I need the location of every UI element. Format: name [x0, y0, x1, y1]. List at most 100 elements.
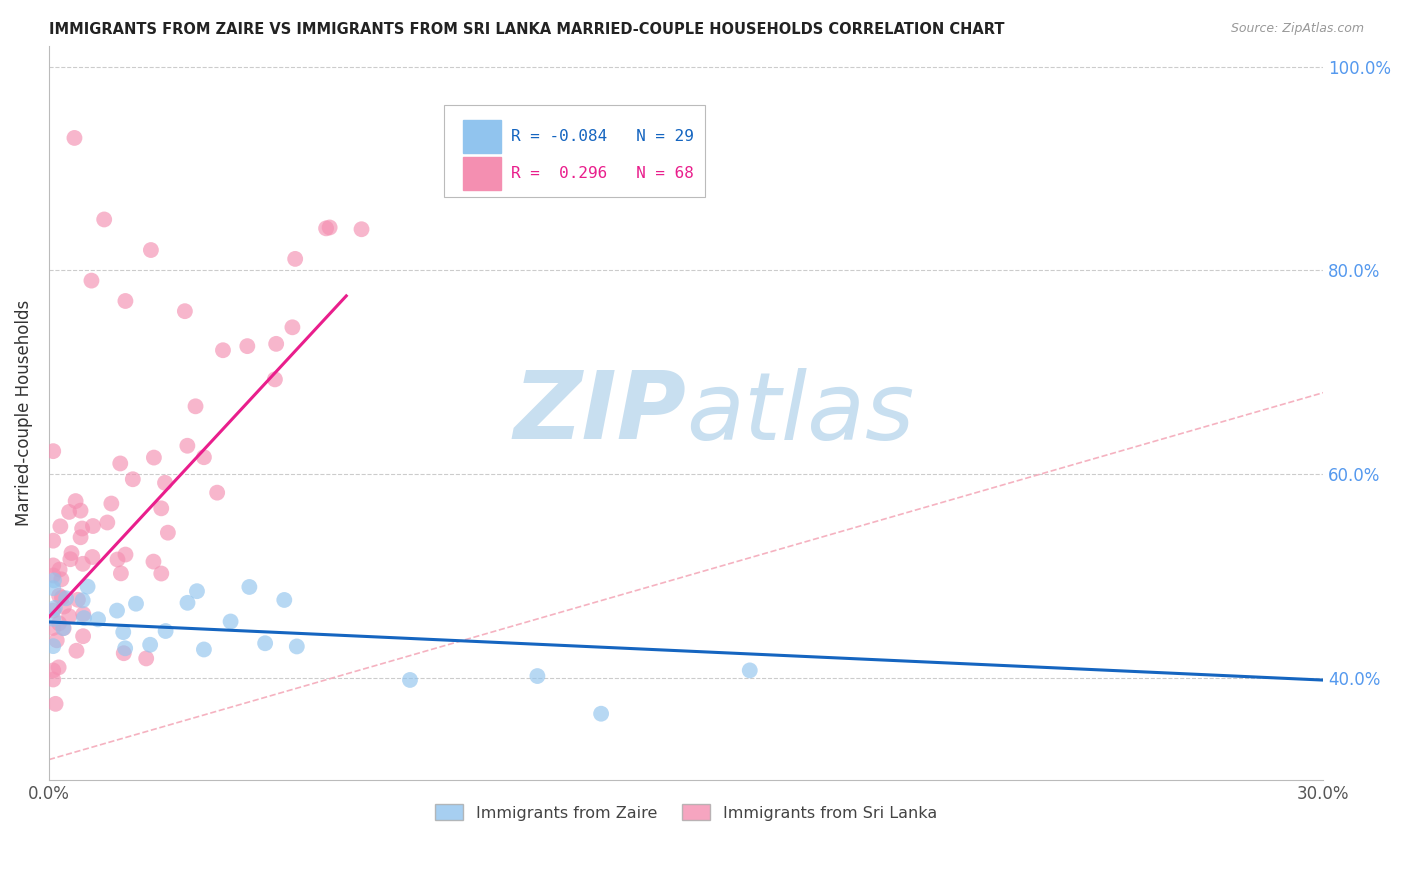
Point [69, 530, 91, 544]
Point [285, 640, 308, 654]
Point [236, 339, 259, 353]
Point [350, 222, 373, 236]
Point [55, 591, 77, 606]
Text: IMMIGRANTS FROM ZAIRE VS IMMIGRANTS FROM SRI LANKA MARRIED-COUPLE HOUSEHOLDS COR: IMMIGRANTS FROM ZAIRE VS IMMIGRANTS FROM… [49, 22, 1005, 37]
Legend: Immigrants from Zaire, Immigrants from Sri Lanka: Immigrants from Zaire, Immigrants from S… [429, 797, 943, 827]
Point [49, 519, 72, 533]
Point [82, 549, 104, 564]
Point [69, 503, 91, 517]
Point [66, 592, 89, 607]
Point [42, 603, 65, 617]
Point [156, 525, 179, 540]
Point [112, 625, 135, 640]
Point [155, 624, 177, 638]
Point [273, 593, 295, 607]
Point [58, 609, 80, 624]
Point [42, 612, 65, 626]
Point [281, 320, 304, 334]
Point [72, 629, 94, 643]
Point [42, 558, 65, 573]
Point [150, 566, 173, 581]
Point [65, 644, 87, 658]
Point [42, 581, 65, 595]
Point [526, 669, 548, 683]
Point [76, 580, 98, 594]
Point [42, 568, 65, 582]
Point [112, 646, 135, 660]
Point [205, 485, 228, 500]
Text: atlas: atlas [686, 368, 914, 458]
Point [51, 572, 73, 586]
Bar [463, 157, 502, 190]
Point [186, 584, 208, 599]
Point [52, 621, 75, 635]
Point [93, 212, 115, 227]
Point [219, 615, 242, 629]
Point [42, 639, 65, 653]
Point [72, 557, 94, 571]
Point [591, 706, 613, 721]
Point [150, 501, 173, 516]
Point [59, 552, 82, 566]
Point [114, 641, 136, 656]
Point [58, 505, 80, 519]
Point [110, 566, 132, 581]
Point [96, 516, 118, 530]
Point [193, 450, 215, 465]
Point [42, 621, 65, 635]
Point [42, 533, 65, 548]
Point [51, 591, 73, 605]
Point [176, 596, 198, 610]
Text: R = -0.084   N = 29: R = -0.084 N = 29 [512, 129, 695, 144]
Point [142, 555, 165, 569]
Point [125, 597, 148, 611]
Point [121, 472, 143, 486]
Point [399, 673, 422, 687]
Point [72, 607, 94, 621]
Point [80, 274, 103, 288]
Point [254, 636, 277, 650]
Point [87, 612, 110, 626]
Point [42, 673, 65, 687]
Y-axis label: Married-couple Households: Married-couple Households [15, 300, 32, 526]
Point [100, 497, 122, 511]
Point [48, 589, 70, 603]
Point [72, 593, 94, 607]
Text: Source: ZipAtlas.com: Source: ZipAtlas.com [1230, 22, 1364, 36]
Point [48, 563, 70, 577]
Point [114, 548, 136, 562]
Point [135, 651, 157, 665]
Point [738, 664, 761, 678]
Point [73, 611, 96, 625]
Point [48, 660, 70, 674]
Point [45, 633, 67, 648]
Point [184, 400, 207, 414]
Bar [463, 120, 502, 153]
Point [63, 131, 86, 145]
Point [42, 664, 65, 678]
Point [70, 521, 93, 535]
Point [139, 638, 162, 652]
Point [315, 221, 337, 235]
Point [110, 457, 132, 471]
Point [114, 293, 136, 308]
Point [284, 252, 307, 266]
Point [53, 599, 76, 614]
Point [139, 243, 162, 257]
Point [44, 601, 66, 615]
Point [60, 546, 83, 560]
Point [238, 580, 260, 594]
Point [264, 336, 287, 351]
Point [264, 372, 287, 386]
Point [105, 604, 128, 618]
Point [45, 697, 67, 711]
FancyBboxPatch shape [444, 105, 706, 196]
Point [176, 439, 198, 453]
Point [65, 494, 87, 508]
Text: ZIP: ZIP [513, 368, 686, 459]
Point [42, 444, 65, 458]
Point [212, 343, 235, 358]
Point [142, 450, 165, 465]
Point [193, 642, 215, 657]
Text: R =  0.296   N = 68: R = 0.296 N = 68 [512, 166, 695, 181]
